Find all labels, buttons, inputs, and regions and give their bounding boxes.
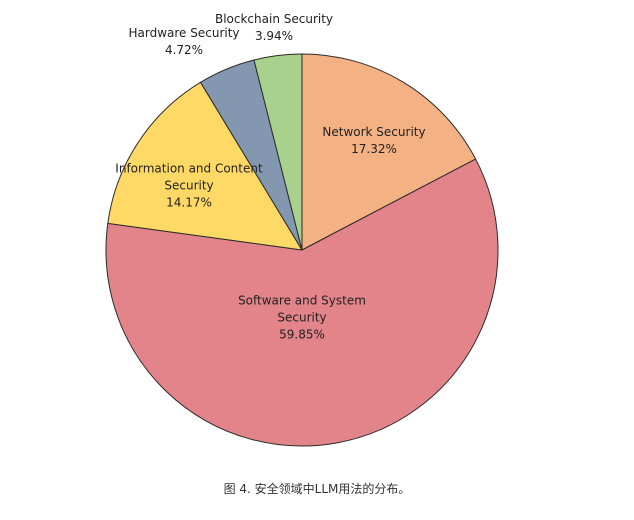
pie-slice-blockchain-security [253, 53, 303, 251]
slice-name-label: Blockchain Security [215, 12, 333, 26]
slice-percent-label: 14.17% [166, 196, 212, 210]
slice-percent-label: 59.85% [279, 328, 325, 342]
slice-name-label: Information and Content [115, 162, 263, 176]
slice-percent-label: 17.32% [351, 142, 397, 156]
pie-slice-information-and-content-security [107, 81, 303, 251]
slice-name-label: Network Security [322, 125, 425, 139]
pie-slice-network-security [301, 53, 477, 251]
slice-percent-label: 4.72% [165, 43, 203, 57]
slice-name-label: Hardware Security [128, 26, 239, 40]
slice-name-label: Security [164, 179, 213, 193]
slice-percent-label: 3.94% [255, 29, 293, 43]
figure-caption: 图 4. 安全领域中LLM用法的分布。 [223, 482, 411, 496]
pie-labels: Network Security 17.32% Software and Syste… [115, 12, 425, 342]
slice-name-label: Security [277, 311, 326, 325]
slice-name-label: Software and System [238, 294, 366, 308]
pie-slices [105, 53, 499, 447]
pie-slice-software-and-system-security [105, 158, 499, 447]
